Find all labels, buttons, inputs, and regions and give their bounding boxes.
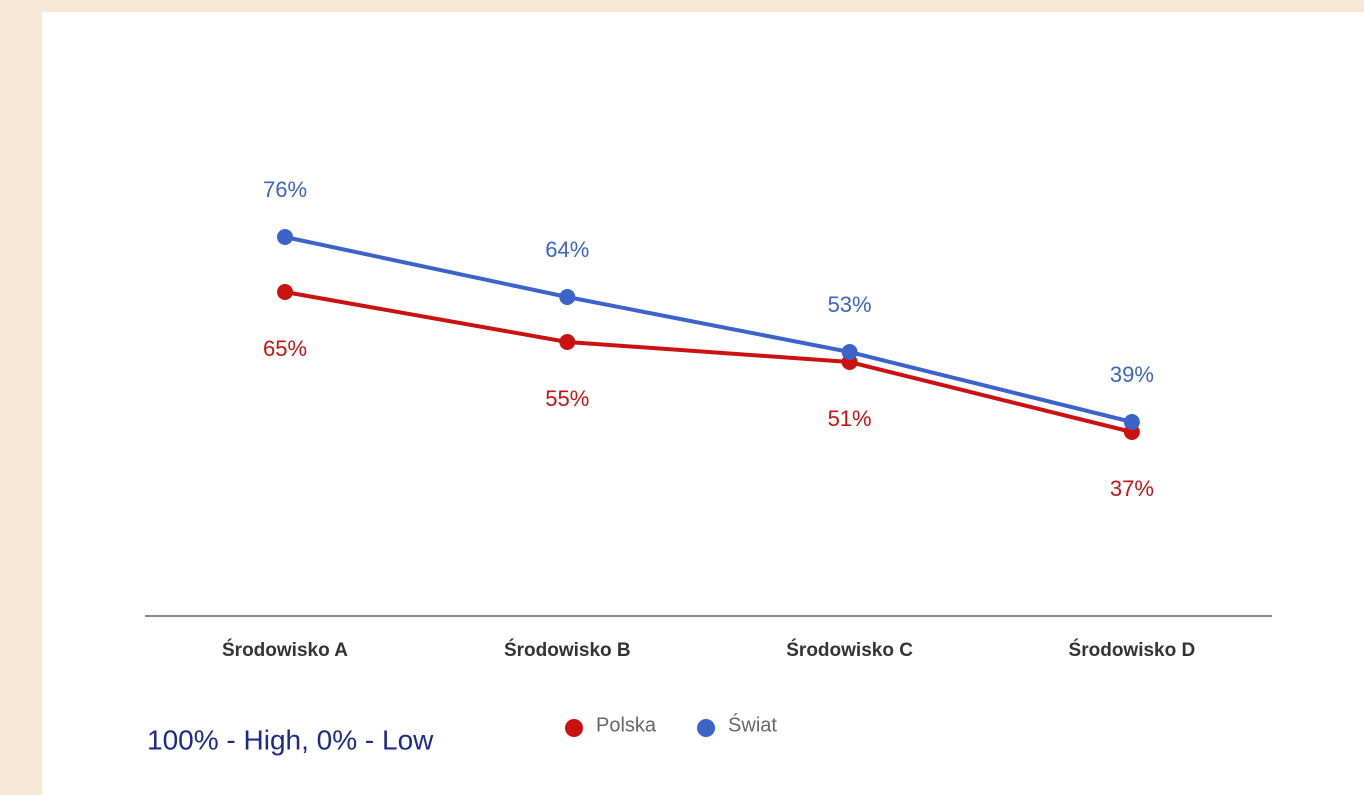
legend-label: Polska [596,714,657,736]
point [559,289,576,305]
data-label: 53% [828,292,872,317]
legend-marker [565,719,583,737]
point [1123,414,1140,430]
panel [42,12,1364,795]
x-tick-label: Środowisko D [1069,639,1196,661]
data-label: 76% [263,177,307,202]
data-label: 64% [545,237,589,262]
x-tick-label: Środowisko B [504,639,631,661]
data-label: 37% [1110,476,1154,501]
data-label: 39% [1110,362,1154,387]
point [559,334,576,350]
series-line [284,235,1133,424]
point [277,229,293,245]
x-tick-label: Środowisko A [222,639,348,661]
legend-marker [697,719,716,737]
annotation: 100% - High, 0% - Low [147,724,434,755]
x-tick-label: Środowisko C [786,639,913,661]
data-label: 51% [828,406,872,431]
point [841,344,858,360]
data-label: 65% [263,336,307,361]
series-line [284,290,1133,434]
data-label: 55% [545,386,589,411]
legend-label: Świat [728,712,777,736]
point [277,284,293,300]
